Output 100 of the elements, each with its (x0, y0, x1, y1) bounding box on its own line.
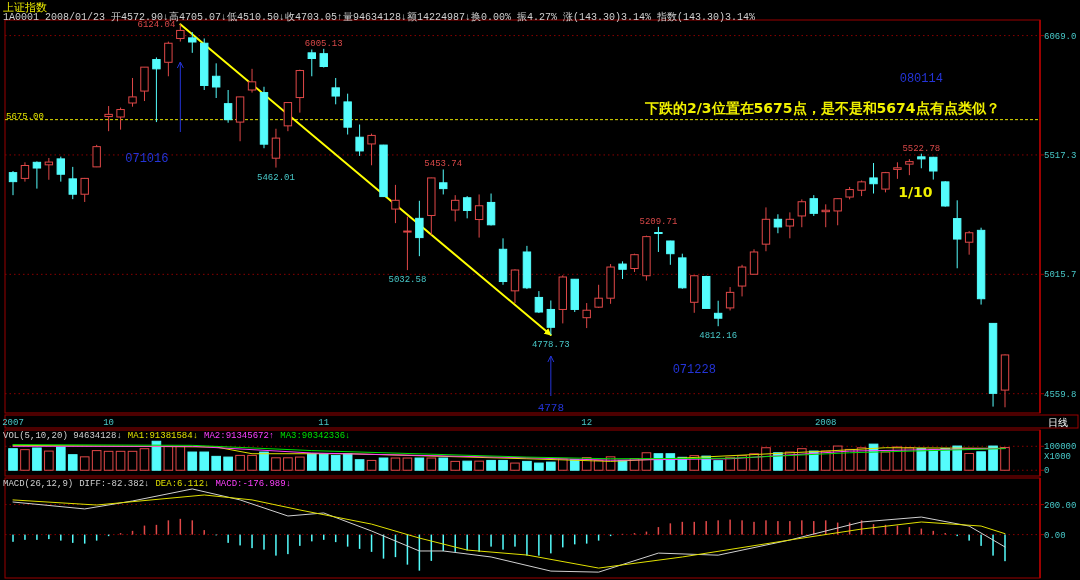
y-tick-label: 5015.7 (1044, 270, 1077, 281)
candlestick (271, 128, 281, 169)
x-tick-label: 2008 (814, 418, 837, 428)
bar (139, 448, 150, 471)
candlestick (92, 144, 101, 168)
bar (115, 450, 126, 471)
bar (318, 453, 329, 471)
candlestick (211, 62, 221, 99)
bar (44, 450, 54, 471)
bar (283, 457, 293, 471)
annotation: 071228 (672, 363, 716, 377)
bar (295, 456, 305, 471)
bar (67, 454, 78, 471)
text: 5522.78 (902, 143, 941, 154)
y-tick-label: 5517.3 (1044, 150, 1077, 161)
bar (342, 453, 353, 471)
bar (988, 445, 998, 471)
candlestick (439, 168, 448, 195)
candlestick (104, 105, 113, 132)
annotation: 071016 (125, 152, 169, 166)
candlestick (797, 198, 807, 228)
candlestick (654, 226, 663, 253)
bar (223, 456, 233, 471)
bar (91, 450, 102, 471)
x-tick-label: 12 (581, 418, 593, 428)
bar (211, 455, 221, 471)
candlestick (283, 102, 293, 132)
bar (32, 447, 42, 471)
candlestick (331, 77, 340, 105)
y-tick-label: 0 (1044, 466, 1050, 477)
bar (510, 462, 520, 471)
bar (534, 462, 544, 471)
candlestick (188, 31, 197, 54)
ref-line-label: 5675.00 (6, 111, 44, 122)
series-label: MA1:91381584↓ (127, 431, 199, 441)
candlestick (32, 160, 42, 190)
text: 4812.16 (699, 331, 738, 342)
candlestick (307, 48, 316, 77)
y-tick-label: 100000 (1044, 442, 1077, 453)
bar (486, 459, 496, 471)
bar (20, 449, 30, 471)
bar (438, 457, 449, 471)
candlestick (415, 200, 424, 257)
candlestick (725, 286, 735, 311)
candlestick (594, 284, 603, 309)
candlestick (116, 107, 125, 131)
bar (546, 461, 556, 471)
candlestick (164, 41, 173, 77)
candlestick (869, 162, 878, 195)
candlestick (223, 89, 233, 124)
text: 5453.74 (424, 159, 463, 170)
bar (259, 451, 269, 471)
bar (187, 451, 198, 471)
text: 日线 (1048, 417, 1068, 428)
bar (964, 452, 974, 471)
candlestick (68, 166, 77, 200)
chart-title: MACD(26,12,9) (3, 479, 74, 489)
candlestick (128, 77, 137, 108)
candlestick (510, 268, 520, 304)
candlestick (80, 177, 89, 203)
bar (199, 451, 210, 471)
bar (235, 454, 245, 471)
candlestick (152, 56, 161, 123)
bar (247, 454, 257, 471)
y-axis-title: X1000 (1044, 452, 1072, 462)
bar (56, 446, 66, 471)
candlestick (833, 197, 842, 226)
bar (569, 459, 580, 471)
bar (127, 450, 138, 471)
candlestick (773, 213, 783, 234)
candlestick (56, 156, 66, 183)
text: 6005.13 (304, 38, 343, 49)
bar (498, 459, 508, 471)
bar (402, 457, 413, 471)
bar (330, 454, 341, 471)
candlestick (666, 240, 675, 266)
candlestick (391, 184, 400, 224)
candlestick (486, 193, 496, 227)
annotation: 下跌的2/3位置在5675点，是不是和5674点有点类似？ (644, 100, 1000, 116)
candlestick (462, 195, 472, 219)
annotation: 4778 (537, 402, 565, 414)
candlestick (785, 211, 795, 239)
series-label: DEA:6.112↓ (155, 479, 210, 489)
bar (928, 448, 939, 471)
bar (1000, 447, 1010, 471)
candlestick (737, 264, 747, 297)
bar (976, 451, 986, 471)
y-tick-label: 0.00 (1044, 530, 1066, 541)
bar (880, 451, 891, 471)
candlestick (140, 66, 149, 102)
candlestick (474, 193, 484, 239)
bar (163, 445, 174, 471)
candlestick (713, 300, 723, 327)
candlestick (749, 248, 759, 275)
candlestick (8, 170, 18, 196)
candlestick (546, 299, 556, 336)
bar (354, 459, 365, 471)
text: 6124.04 (137, 20, 176, 31)
candlestick (355, 124, 364, 157)
bar (462, 460, 472, 471)
